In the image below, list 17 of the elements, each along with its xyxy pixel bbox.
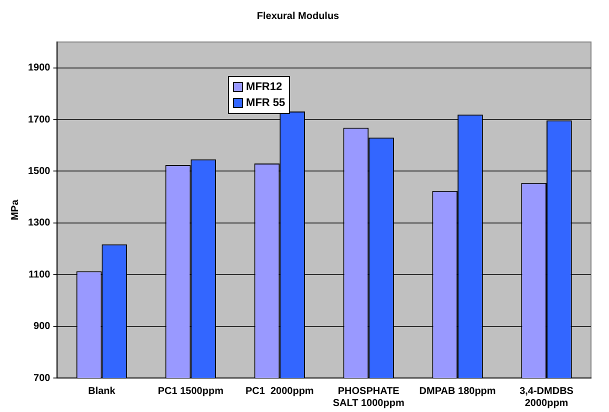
y-tick-label: 700	[34, 372, 51, 384]
legend-label: MFR 55	[246, 97, 286, 109]
y-tick-label: 1900	[28, 62, 51, 74]
x-tick-label: Blank	[88, 386, 116, 397]
y-axis-title: MPa	[10, 199, 21, 220]
y-tick-label: 1300	[28, 218, 51, 229]
y-tick-label: 1100	[28, 269, 51, 280]
y-tick-label: 1700	[28, 114, 51, 126]
chart-title: Flexural Modulus	[256, 10, 340, 22]
legend-label: MFR12	[246, 81, 282, 93]
y-tick-label: 1500	[28, 166, 51, 177]
x-tick-label: PHOSPHATE SALT 1000ppm	[332, 386, 404, 409]
y-tick-label: 900	[34, 321, 51, 332]
x-tick-label: 3,4-DMDBS 2000ppm	[520, 386, 574, 409]
x-tick-label: PC1 2000ppm	[245, 386, 314, 397]
x-tick-label: DMPAB 180ppm	[419, 386, 496, 397]
x-tick-label: PC1 1500ppm	[158, 386, 224, 397]
